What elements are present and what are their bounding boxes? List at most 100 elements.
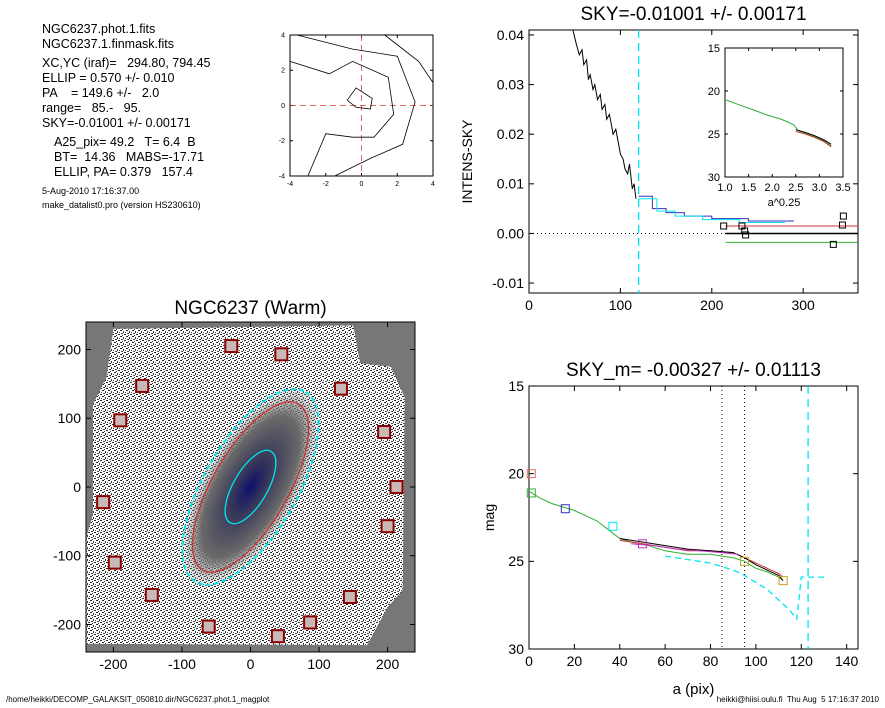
mag-marker-2 bbox=[560, 504, 570, 514]
sky-marker-0 bbox=[720, 222, 728, 230]
sky-box-8 bbox=[380, 519, 395, 534]
sky-box-12 bbox=[201, 619, 216, 634]
image-y-tick-label: -200 bbox=[53, 616, 81, 632]
mag-series-2 bbox=[619, 538, 784, 581]
mag-x-tick-label: 20 bbox=[567, 653, 583, 669]
sky-marker-4 bbox=[829, 240, 837, 248]
info-file-mask: NGC6237.1.finmask.fits bbox=[42, 37, 174, 51]
image-x-tick-label: -200 bbox=[99, 656, 127, 672]
inset-x-tick-label: 1.5 bbox=[741, 182, 756, 194]
mag-marker-4 bbox=[637, 539, 647, 549]
sky-x-tick-label: 300 bbox=[791, 297, 815, 313]
inset-bg bbox=[725, 48, 843, 177]
image-y-tick-label: 100 bbox=[58, 410, 82, 426]
sky-box-5 bbox=[377, 425, 392, 439]
sky-title: SKY=-0.01001 +/- 0.00171 bbox=[580, 4, 806, 25]
mag-x-tick-label: 0 bbox=[525, 653, 533, 669]
sky-series-0 bbox=[572, 29, 637, 199]
mag-ylabel: mag bbox=[481, 504, 497, 531]
sky-x-tick-label: 200 bbox=[700, 297, 724, 313]
mag-y-tick-label: 30 bbox=[508, 641, 524, 657]
contour-x-tick-label: 4 bbox=[431, 181, 435, 188]
sky-series-1 bbox=[638, 195, 794, 222]
isophote-ellipse-2 bbox=[181, 388, 320, 586]
image-y-tick-label: 200 bbox=[58, 341, 82, 357]
info-ellip: ELLIP = 0.570 +/- 0.010 bbox=[42, 71, 175, 85]
contour-line-0 bbox=[346, 87, 373, 110]
sky-marker-2 bbox=[742, 231, 750, 239]
mag-marker-0 bbox=[526, 469, 536, 479]
info-block: NGC6237.phot.1.fits NGC6237.1.finmask.fi… bbox=[42, 22, 211, 212]
info-pa: PA = 149.6 +/- 2.0 bbox=[42, 86, 160, 100]
image-plot: NGC6237 (Warm) -200 -100 0 100 200 -200 -100 0 10… bbox=[53, 298, 416, 672]
image-x-tick-label: 200 bbox=[376, 656, 400, 672]
info-range: range= 85.- 95. bbox=[42, 101, 142, 115]
inset-series-2 bbox=[795, 130, 832, 148]
contour-y-tick-label: 2 bbox=[281, 68, 285, 75]
sky-series-2 bbox=[638, 198, 785, 223]
sky-plot: SKY=-0.01001 +/- 0.00171 INTENS-SKY 0 100 20… bbox=[459, 4, 859, 313]
mag-series-0 bbox=[528, 490, 784, 581]
info-sky: SKY=-0.01001 +/- 0.00171 bbox=[42, 116, 191, 130]
sky-box-11 bbox=[342, 590, 357, 604]
mag-series-3 bbox=[631, 543, 738, 555]
sky-ylabel: INTENS-SKY bbox=[459, 119, 475, 204]
contour-y-tick-label: 4 bbox=[281, 32, 285, 39]
contour-x-tick-label: 0 bbox=[360, 181, 364, 188]
sky-y-tick-label: -0.01 bbox=[492, 275, 524, 291]
image-y-tick-label: -100 bbox=[53, 548, 81, 564]
image-x-tick-label: 0 bbox=[247, 656, 255, 672]
sky-x-tick-label: 100 bbox=[609, 297, 633, 313]
mag-marker-6 bbox=[778, 576, 788, 586]
sky-y-tick-label: 0.01 bbox=[497, 176, 524, 192]
mag-x-tick-label: 80 bbox=[703, 653, 719, 669]
info-date: 5-Aug-2010 17:16:37.00 bbox=[42, 186, 140, 196]
info-a25: A25_pix= 49.2 T= 6.4 B bbox=[54, 135, 196, 149]
info-bt: BT= 14.36 MABS=-17.71 bbox=[54, 150, 205, 164]
image-x-tick-label: 100 bbox=[307, 656, 331, 672]
mag-y-tick-label: 20 bbox=[508, 466, 524, 482]
mag-marker-3 bbox=[608, 521, 618, 531]
mag-x-tick-label: 120 bbox=[790, 653, 814, 669]
sky-marker-5 bbox=[839, 212, 847, 220]
image-x-tick-label: -100 bbox=[168, 656, 196, 672]
sky-box-14 bbox=[270, 629, 285, 644]
mag-marker-1 bbox=[526, 488, 536, 498]
sky-box-1 bbox=[274, 347, 289, 362]
sky-box-3 bbox=[333, 381, 348, 396]
mag-x-tick-label: 60 bbox=[657, 653, 673, 669]
inset-y-tick-label: 25 bbox=[708, 129, 720, 141]
mag-xlabel: a (pix) bbox=[673, 681, 715, 698]
sky-box-13 bbox=[303, 615, 318, 630]
inset-x-tick-label: 3.0 bbox=[812, 182, 827, 194]
inset-y-tick-label: 20 bbox=[708, 86, 720, 98]
inset-x-tick-label: 1.0 bbox=[717, 182, 732, 194]
sky-box-2 bbox=[135, 378, 150, 393]
footer-path: /home/heikki/DECOMP_GALAKSIT_050810.dir/… bbox=[6, 695, 270, 704]
contour-plot: -4 -2 0 2 4 -4 -2 0 2 4 bbox=[279, 32, 435, 188]
axes-frame bbox=[528, 385, 859, 650]
contour-line-3 bbox=[384, 34, 434, 83]
mag-x-tick-label: 140 bbox=[835, 653, 859, 669]
info-file-phot: NGC6237.phot.1.fits bbox=[42, 22, 156, 36]
sky-box-10 bbox=[144, 587, 159, 602]
sky-inset-plot: 1.0 1.5 2.0 2.5 3.0 3.5 15 20 25 30 a^0.25 bbox=[708, 43, 851, 209]
contour-y-tick-label: 0 bbox=[281, 103, 285, 110]
isophote-ellipse-1 bbox=[191, 401, 310, 573]
contour-x-tick-label: -4 bbox=[287, 181, 293, 188]
contour-line-2 bbox=[297, 34, 416, 177]
sky-box-9 bbox=[107, 555, 122, 570]
mag-series-1 bbox=[619, 539, 784, 578]
mag-marker-5 bbox=[740, 556, 750, 566]
inset-x-tick-label: 2.5 bbox=[788, 182, 803, 194]
mag-plot: SKY_m= -0.00327 +/- 0.01113 a (pix) mag 0 20… bbox=[481, 360, 859, 698]
sky-y-tick-label: 0.03 bbox=[497, 76, 524, 92]
contour-x-tick-label: -2 bbox=[323, 181, 329, 188]
info-ellip-pa: ELLIP, PA= 0.379 157.4 bbox=[54, 165, 193, 179]
image-y-tick-label: 0 bbox=[73, 479, 81, 495]
inset-y-tick-label: 15 bbox=[708, 43, 720, 55]
footer-host: heikki@hiisi.oulu.fi Thu Aug 5 17:16:37 … bbox=[716, 695, 879, 704]
mag-title: SKY_m= -0.00327 +/- 0.01113 bbox=[566, 360, 821, 381]
sky-y-tick-label: 0.04 bbox=[497, 27, 524, 43]
